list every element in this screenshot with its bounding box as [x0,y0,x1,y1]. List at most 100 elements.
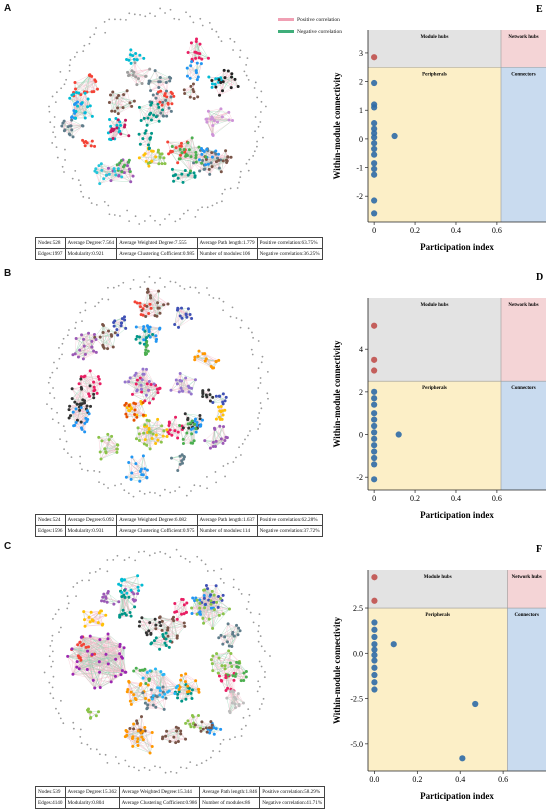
network-edge [180,142,189,150]
network-edge [73,79,95,93]
network-node [161,434,165,438]
network-node [170,102,174,106]
network-node [117,94,121,98]
network-node [130,104,134,108]
network-edge [73,82,76,93]
network-edge [90,370,94,383]
network-node [256,145,258,148]
network-node [165,434,169,438]
positive-swatch [278,18,294,22]
network-node [95,27,97,29]
network-node [151,93,155,97]
network-edge [92,615,106,620]
network-edge [110,180,131,182]
network-node [93,470,96,472]
network-node [194,160,198,164]
network-edge [71,95,93,117]
network-edge [128,682,132,693]
network-node [224,149,228,153]
network-node [132,401,136,405]
network-node [82,344,86,348]
network-node [210,79,214,83]
network-node [127,158,131,162]
network-edge [155,617,160,629]
network-edge [80,75,90,95]
network-node [60,87,63,90]
network-edge [188,44,201,53]
network-node [113,109,117,113]
network-node [219,76,223,80]
network-node [103,483,105,486]
network-edge [211,79,236,81]
network-edge [72,389,82,399]
network-edge [144,424,162,427]
network-node [149,12,151,15]
network-node [123,380,127,384]
network-edge [69,98,86,119]
network-edge [131,403,142,408]
network-edge [126,415,144,418]
network-edge [100,440,103,452]
network-edge [205,112,229,120]
network-node [236,84,240,88]
network-node [149,383,153,387]
network-edge [132,394,145,402]
network-edge [193,715,199,724]
network-edge [148,82,167,84]
network-node [79,311,82,314]
network-node [223,408,227,412]
network-node [119,159,123,163]
network-node [67,132,71,136]
network-node [135,58,139,62]
network-node [157,105,161,109]
network-edge [146,292,148,307]
network-node [229,37,232,40]
network-edge [218,632,233,638]
network-node [73,352,77,356]
network-node [193,484,196,487]
network-edge [167,622,185,628]
network-edge [118,106,132,114]
network-node [224,435,228,439]
network-edge [100,337,114,348]
network-node [174,415,178,419]
network-node [116,112,120,116]
network-edge [141,120,160,122]
network-edge [167,626,185,628]
network-edge [102,336,112,346]
network-node [56,156,59,159]
network-edge [116,97,124,108]
network-edge [83,352,97,360]
network-node [230,75,234,79]
network-node [158,327,162,331]
network-edge [177,599,182,620]
network-edge [161,622,185,631]
network-node [209,364,213,368]
network-node [198,417,202,421]
network-node [138,142,142,146]
network-node [184,312,188,316]
network-node [179,218,181,220]
network-node [104,31,107,34]
network-edge [137,420,148,428]
network-node [81,138,85,142]
network-node [208,446,212,450]
network-node [155,314,159,318]
network-node [143,467,147,471]
network-node [258,412,261,414]
network-node [209,117,213,121]
network-node [126,70,130,74]
network-edge [172,169,189,176]
network-edge [71,125,83,131]
network-edge [177,308,189,309]
network-edge [109,102,132,107]
network-edge [64,121,70,134]
network-edge [99,174,116,184]
network-node [108,213,111,216]
network-node [178,144,182,148]
network-edge [208,108,221,112]
network-node [144,129,148,133]
network-edge [172,142,189,147]
network-edge [128,681,141,684]
network-node [127,58,131,62]
